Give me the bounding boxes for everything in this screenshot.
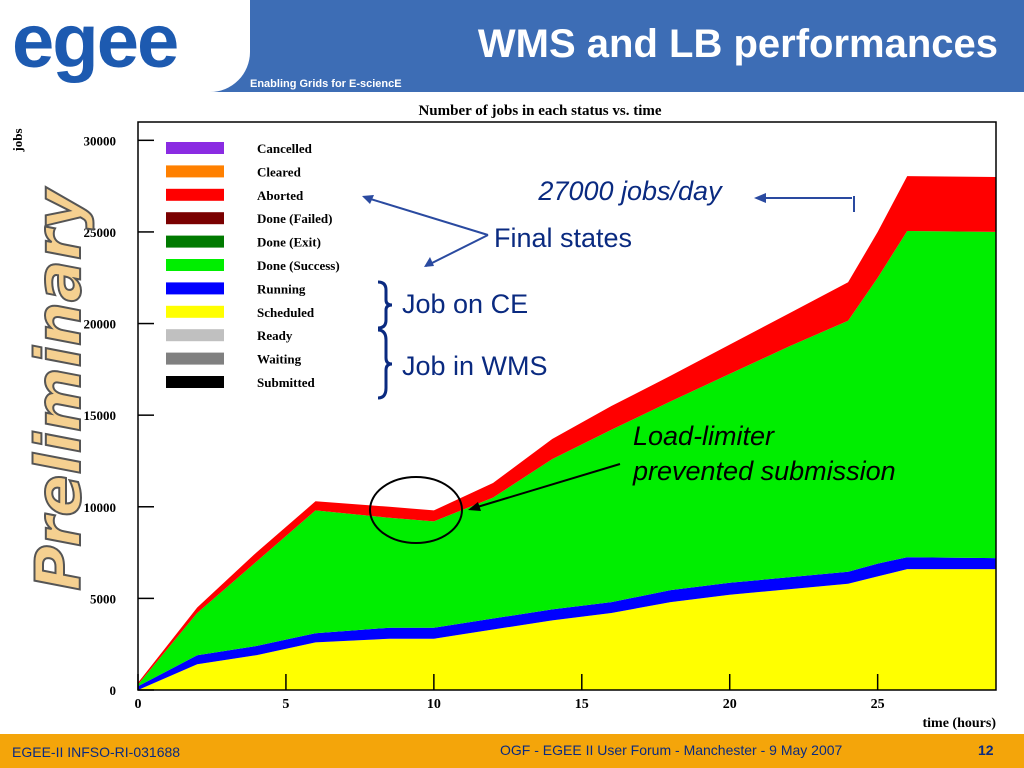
chart: Number of jobs in each status vs. time j… [10,103,997,731]
job-on-ce-annotation: Job on CE [402,289,528,319]
legend-swatch [166,235,224,248]
legend-swatch [166,188,224,201]
legend-label: Running [257,281,306,296]
footer-bar [0,734,1024,768]
axis-group: 0 5000 10000 15000 20000 25000 30000 0 5 10 15 20 25 [84,133,885,712]
y-tick-label: 20000 [84,317,117,332]
legend-label: Aborted [257,188,304,203]
legend-swatch [166,329,224,342]
area-group [138,176,996,690]
arrowhead-icon [754,193,766,203]
load-limiter-circle [369,476,463,544]
final-states-annotation: Final states [494,223,632,253]
legend-swatch [166,259,224,271]
x-tick-label: 0 [135,697,142,712]
load-limiter-annotation: Load-limiter [633,421,775,451]
job-in-wms-annotation: Job in WMS [402,351,548,381]
prevented-submission-annotation: prevented submission [632,456,896,486]
area-scheduled [138,569,996,690]
plot-frame [137,121,997,691]
y-tick-label: 5000 [90,591,116,606]
x-tick-label: 25 [871,697,885,712]
legend-label: Done (Failed) [257,211,332,226]
y-tick-label: 0 [110,683,117,698]
logo: egee [0,0,250,92]
arrowhead-icon [468,502,481,511]
legend-swatch [166,212,224,225]
arrowhead-icon [362,195,374,204]
y-tick-label: 25000 [84,225,117,240]
x-tick-label: 15 [575,697,589,712]
final-states-pointer-lower [425,234,489,267]
legend-swatch [166,142,224,154]
y-axis-label: jobs [10,128,25,152]
brace-wms-icon [377,328,393,400]
legend-swatch [166,305,224,318]
area-done-success- [138,231,996,687]
final-states-pointer-upper [363,196,489,236]
legend-label: Cancelled [257,141,313,156]
x-tick-label: 10 [427,697,441,712]
load-limiter-pointer [473,463,621,509]
arrowhead-icon [424,257,434,267]
x-axis-label: time (hours) [923,716,997,731]
legend-label: Done (Success) [257,258,340,273]
legend-label: Submitted [257,375,316,390]
page-number: 12 [978,742,994,758]
area-aborted [138,176,996,685]
legend: Cancelled Cleared Aborted Done (Failed) Done… [166,141,340,390]
legend-swatch [166,352,224,365]
chart-title: Number of jobs in each status vs. time [418,103,661,119]
slide-title: WMS and LB performances [477,22,998,66]
footer-project-id: EGEE-II INFSO-RI-031688 [12,744,181,760]
brace-ce-icon [377,280,393,330]
legend-label: Ready [257,328,293,343]
tagline: Enabling Grids for E-sciencE [250,78,402,90]
logo-text: egee [12,0,179,84]
legend-label: Waiting [257,352,302,367]
y-tick-label: 15000 [84,408,117,423]
x-tick-label: 20 [723,697,737,712]
x-tick-label: 5 [282,697,289,712]
legend-label: Scheduled [257,305,315,320]
y-tick-label: 30000 [84,133,117,148]
legend-label: Done (Exit) [257,235,321,250]
legend-swatch [166,165,224,178]
footer-event: OGF - EGEE II User Forum - Manchester - … [500,742,843,758]
legend-swatch [166,282,224,295]
legend-swatch [166,376,224,388]
watermark: Preliminary [22,187,95,591]
y-tick-label: 10000 [84,500,117,515]
rate-annotation: 27000 jobs/day [537,176,723,206]
legend-label: Cleared [257,164,302,179]
